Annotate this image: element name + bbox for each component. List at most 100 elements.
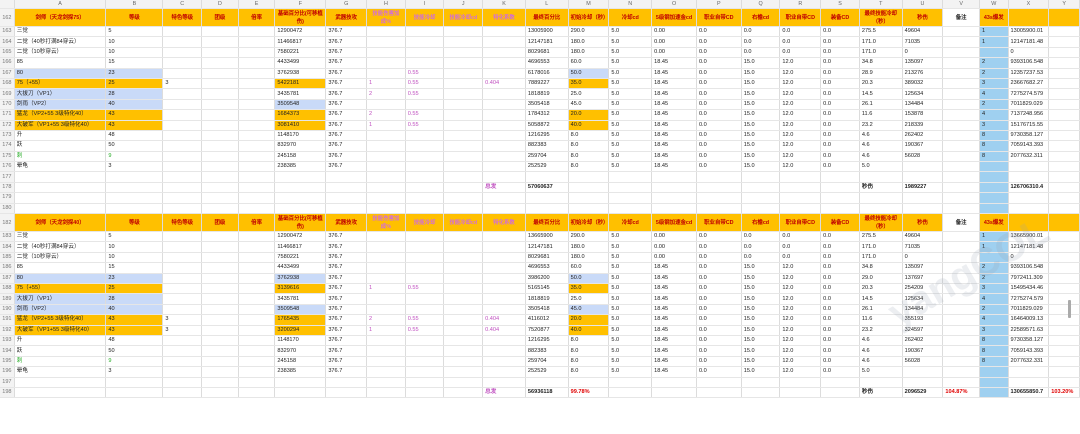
cell-V[interactable] (942, 314, 980, 326)
row-number[interactable]: 189 (0, 293, 15, 305)
cell-K[interactable] (482, 130, 526, 142)
cell-W[interactable] (979, 171, 1009, 183)
cell-M[interactable]: 8.0 (568, 140, 610, 152)
cell-C[interactable] (162, 366, 203, 378)
cell-N[interactable]: 5.0 (608, 366, 653, 378)
cell-M[interactable] (568, 192, 610, 204)
cell-M[interactable]: 180.0 (568, 252, 610, 264)
cell-K[interactable] (482, 192, 526, 204)
cell-B[interactable]: 3 (105, 366, 164, 378)
cell-D[interactable] (201, 99, 239, 111)
cell-P[interactable] (696, 387, 742, 399)
cell-B[interactable]: 43 (105, 314, 164, 326)
cell-W[interactable]: 2 (979, 68, 1009, 79)
cell-F[interactable]: 12900472 (274, 231, 327, 243)
cell-V[interactable] (942, 262, 980, 274)
cell-G[interactable]: 376.7 (325, 130, 368, 142)
cell-V[interactable] (942, 171, 980, 183)
cell-W[interactable] (979, 252, 1009, 264)
cell-U[interactable]: 1989227 (902, 182, 944, 194)
cell-J[interactable] (443, 335, 484, 347)
cell-O[interactable]: 18.45 (651, 356, 697, 368)
cell-O[interactable]: 18.45 (651, 325, 697, 336)
cell-T[interactable]: 34.8 (859, 57, 903, 69)
cell-N[interactable]: 5.0 (608, 161, 653, 173)
row-number[interactable]: 174 (0, 140, 15, 152)
cell-A[interactable]: 大破军（VP1+55 3级特化40） (14, 120, 107, 131)
cell-Y[interactable] (1048, 345, 1080, 357)
cell-H[interactable] (366, 151, 406, 163)
cell-C[interactable] (162, 377, 203, 388)
cell-L[interactable] (525, 203, 569, 215)
cell-N[interactable]: 5.0 (608, 26, 653, 38)
cell-O[interactable]: 0.00 (651, 241, 697, 253)
cell-X[interactable]: 7137248.956 (1008, 109, 1050, 121)
cell-P[interactable]: 0.0 (696, 366, 742, 378)
cell-D[interactable] (201, 68, 239, 79)
column-header-K[interactable]: K (482, 0, 526, 9)
header-V[interactable]: 备注 (942, 213, 980, 233)
cell-Q[interactable]: 0.0 (741, 36, 781, 48)
cell-G[interactable]: 376.7 (325, 57, 368, 69)
cell-I[interactable]: 0.55 (405, 283, 445, 295)
cell-T[interactable]: 11.6 (859, 109, 903, 121)
cell-S[interactable] (820, 182, 860, 194)
cell-G[interactable] (325, 182, 368, 194)
cell-I[interactable] (405, 36, 445, 48)
cell-D[interactable] (201, 109, 239, 121)
cell-C[interactable] (162, 130, 203, 142)
cell-B[interactable]: 40 (105, 99, 164, 111)
header-L[interactable]: 最终百分比 (525, 8, 569, 27)
cell-G[interactable] (325, 203, 368, 215)
cell-F[interactable]: 245158 (274, 151, 327, 163)
column-header-P[interactable]: P (696, 0, 742, 9)
cell-Q[interactable]: 15.0 (741, 57, 781, 69)
cell-E[interactable] (238, 325, 276, 336)
cell-J[interactable] (443, 356, 484, 368)
cell-A[interactable] (14, 171, 107, 183)
cell-P[interactable]: 0.0 (696, 99, 742, 111)
cell-D[interactable] (201, 293, 239, 305)
column-header-T[interactable]: T (859, 0, 903, 9)
header-H[interactable]: 技能伤害加成% (366, 213, 406, 233)
cell-T[interactable] (859, 192, 903, 204)
cell-G[interactable]: 376.7 (325, 231, 368, 243)
cell-H[interactable]: 1 (366, 120, 406, 131)
cell-Y[interactable] (1048, 26, 1080, 38)
cell-B[interactable]: 3 (105, 161, 164, 173)
cell-W[interactable]: 8 (979, 335, 1009, 347)
cell-D[interactable] (201, 47, 239, 59)
cell-C[interactable] (162, 140, 203, 152)
cell-V[interactable] (942, 68, 980, 79)
cell-N[interactable]: 5.0 (608, 109, 653, 121)
cell-D[interactable] (201, 241, 239, 253)
cell-I[interactable] (405, 335, 445, 347)
cell-F[interactable]: 4433499 (274, 262, 327, 274)
row-number[interactable]: 192 (0, 325, 15, 336)
cell-C[interactable] (162, 192, 203, 204)
cell-O[interactable]: 18.45 (651, 345, 697, 357)
cell-M[interactable]: 8.0 (568, 335, 610, 347)
cell-G[interactable]: 376.7 (325, 68, 368, 79)
cell-E[interactable] (238, 47, 276, 59)
cell-B[interactable]: 10 (105, 36, 164, 48)
cell-W[interactable]: 1 (979, 231, 1009, 243)
cell-P[interactable]: 0.0 (696, 130, 742, 142)
cell-H[interactable] (366, 304, 406, 316)
cell-R[interactable]: 12.0 (779, 130, 822, 142)
cell-F[interactable] (274, 203, 327, 215)
cell-F[interactable]: 3509548 (274, 304, 327, 316)
cell-F[interactable]: 1684373 (274, 109, 327, 121)
cell-W[interactable] (979, 182, 1009, 194)
cell-L[interactable]: 5165145 (525, 283, 569, 295)
cell-E[interactable] (238, 192, 276, 204)
cell-H[interactable] (366, 231, 406, 243)
cell-K[interactable] (482, 47, 526, 59)
cell-I[interactable]: 0.55 (405, 109, 445, 121)
cell-D[interactable] (201, 387, 239, 399)
cell-R[interactable]: 12.0 (779, 99, 822, 111)
cell-D[interactable] (201, 182, 239, 194)
cell-R[interactable]: 12.0 (779, 314, 822, 326)
cell-N[interactable] (608, 387, 653, 399)
column-header-G[interactable]: G (325, 0, 368, 9)
